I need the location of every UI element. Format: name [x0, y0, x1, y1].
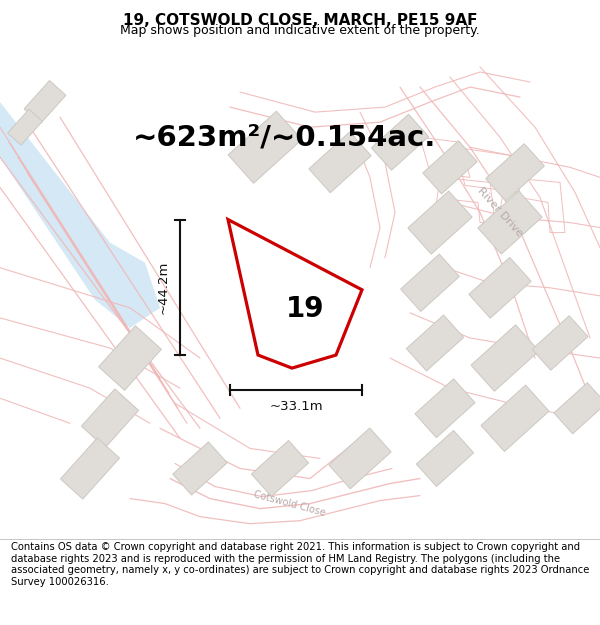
Bar: [471, 325, 539, 391]
Bar: [485, 144, 544, 201]
Polygon shape: [0, 47, 160, 328]
Bar: [82, 389, 139, 448]
Bar: [98, 326, 161, 391]
Bar: [408, 191, 472, 254]
Bar: [309, 132, 371, 192]
Bar: [173, 442, 227, 495]
Bar: [8, 109, 43, 145]
Bar: [478, 191, 542, 254]
Bar: [554, 382, 600, 434]
Text: ~623m²/~0.154ac.: ~623m²/~0.154ac.: [133, 123, 437, 151]
Text: River Drive: River Drive: [475, 186, 524, 239]
Bar: [532, 316, 588, 370]
Bar: [329, 428, 391, 489]
Bar: [481, 385, 549, 451]
Bar: [469, 258, 531, 318]
Text: Contains OS data © Crown copyright and database right 2021. This information is : Contains OS data © Crown copyright and d…: [11, 542, 589, 587]
Text: ~44.2m: ~44.2m: [157, 261, 170, 314]
Text: 19, COTSWOLD CLOSE, MARCH, PE15 9AF: 19, COTSWOLD CLOSE, MARCH, PE15 9AF: [123, 13, 477, 28]
Bar: [371, 114, 428, 170]
Bar: [423, 141, 477, 194]
Text: Map shows position and indicative extent of the property.: Map shows position and indicative extent…: [120, 24, 480, 36]
Bar: [61, 438, 119, 499]
Bar: [24, 81, 66, 124]
Text: Cotswold Close: Cotswold Close: [253, 489, 327, 518]
Bar: [416, 431, 473, 486]
Text: ~33.1m: ~33.1m: [269, 400, 323, 413]
Bar: [251, 441, 308, 496]
Bar: [228, 111, 302, 183]
Bar: [415, 379, 475, 438]
Text: 19: 19: [286, 296, 325, 324]
Bar: [401, 254, 460, 311]
Bar: [406, 315, 464, 371]
